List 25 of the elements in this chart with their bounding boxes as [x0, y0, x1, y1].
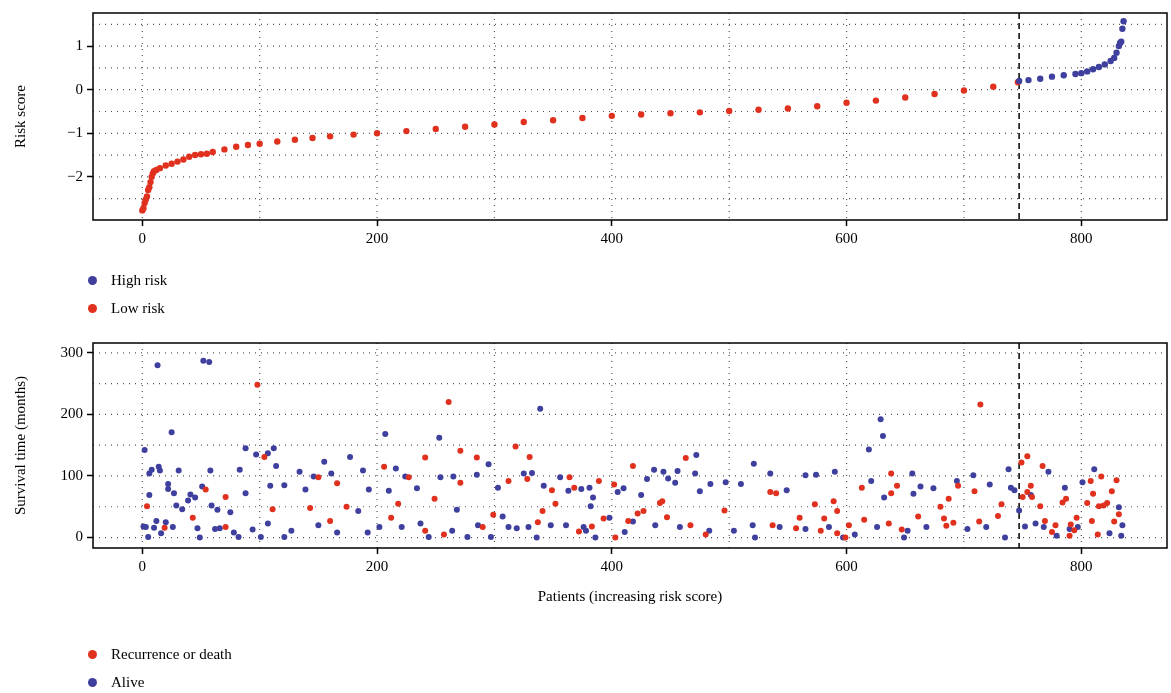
- x-tick-label: 800: [1070, 557, 1093, 574]
- legend-label: Low risk: [111, 299, 165, 317]
- x-tick-label: 200: [365, 229, 389, 246]
- y-tick-label: −1: [67, 124, 83, 141]
- y-axis-title: Survival time (months): [11, 375, 29, 516]
- x-tick-label: 0: [138, 229, 147, 246]
- x-tick-label: 400: [600, 557, 624, 574]
- y-axis-title: Risk score: [11, 84, 28, 148]
- legend-label: Alive: [111, 673, 145, 691]
- y-tick-label: 200: [60, 405, 83, 422]
- y-tick-label: 0: [75, 528, 83, 545]
- legend-label: Recurrence or death: [111, 645, 232, 663]
- x-tick-label: 600: [835, 229, 858, 246]
- x-tick-label: 200: [365, 557, 389, 574]
- x-tick-label: 0: [138, 557, 147, 574]
- y-tick-label: 100: [60, 466, 83, 483]
- y-tick-label: 0: [75, 80, 83, 97]
- x-tick-label: 600: [835, 557, 858, 574]
- legend-label: High risk: [111, 271, 168, 289]
- x-tick-label: 800: [1070, 229, 1093, 246]
- x-tick-label: 400: [600, 229, 624, 246]
- y-tick-label: −2: [67, 167, 83, 184]
- x-axis-title: Patients (increasing risk score): [537, 587, 723, 605]
- y-tick-label: 300: [60, 343, 83, 360]
- y-tick-label: 1: [75, 37, 83, 54]
